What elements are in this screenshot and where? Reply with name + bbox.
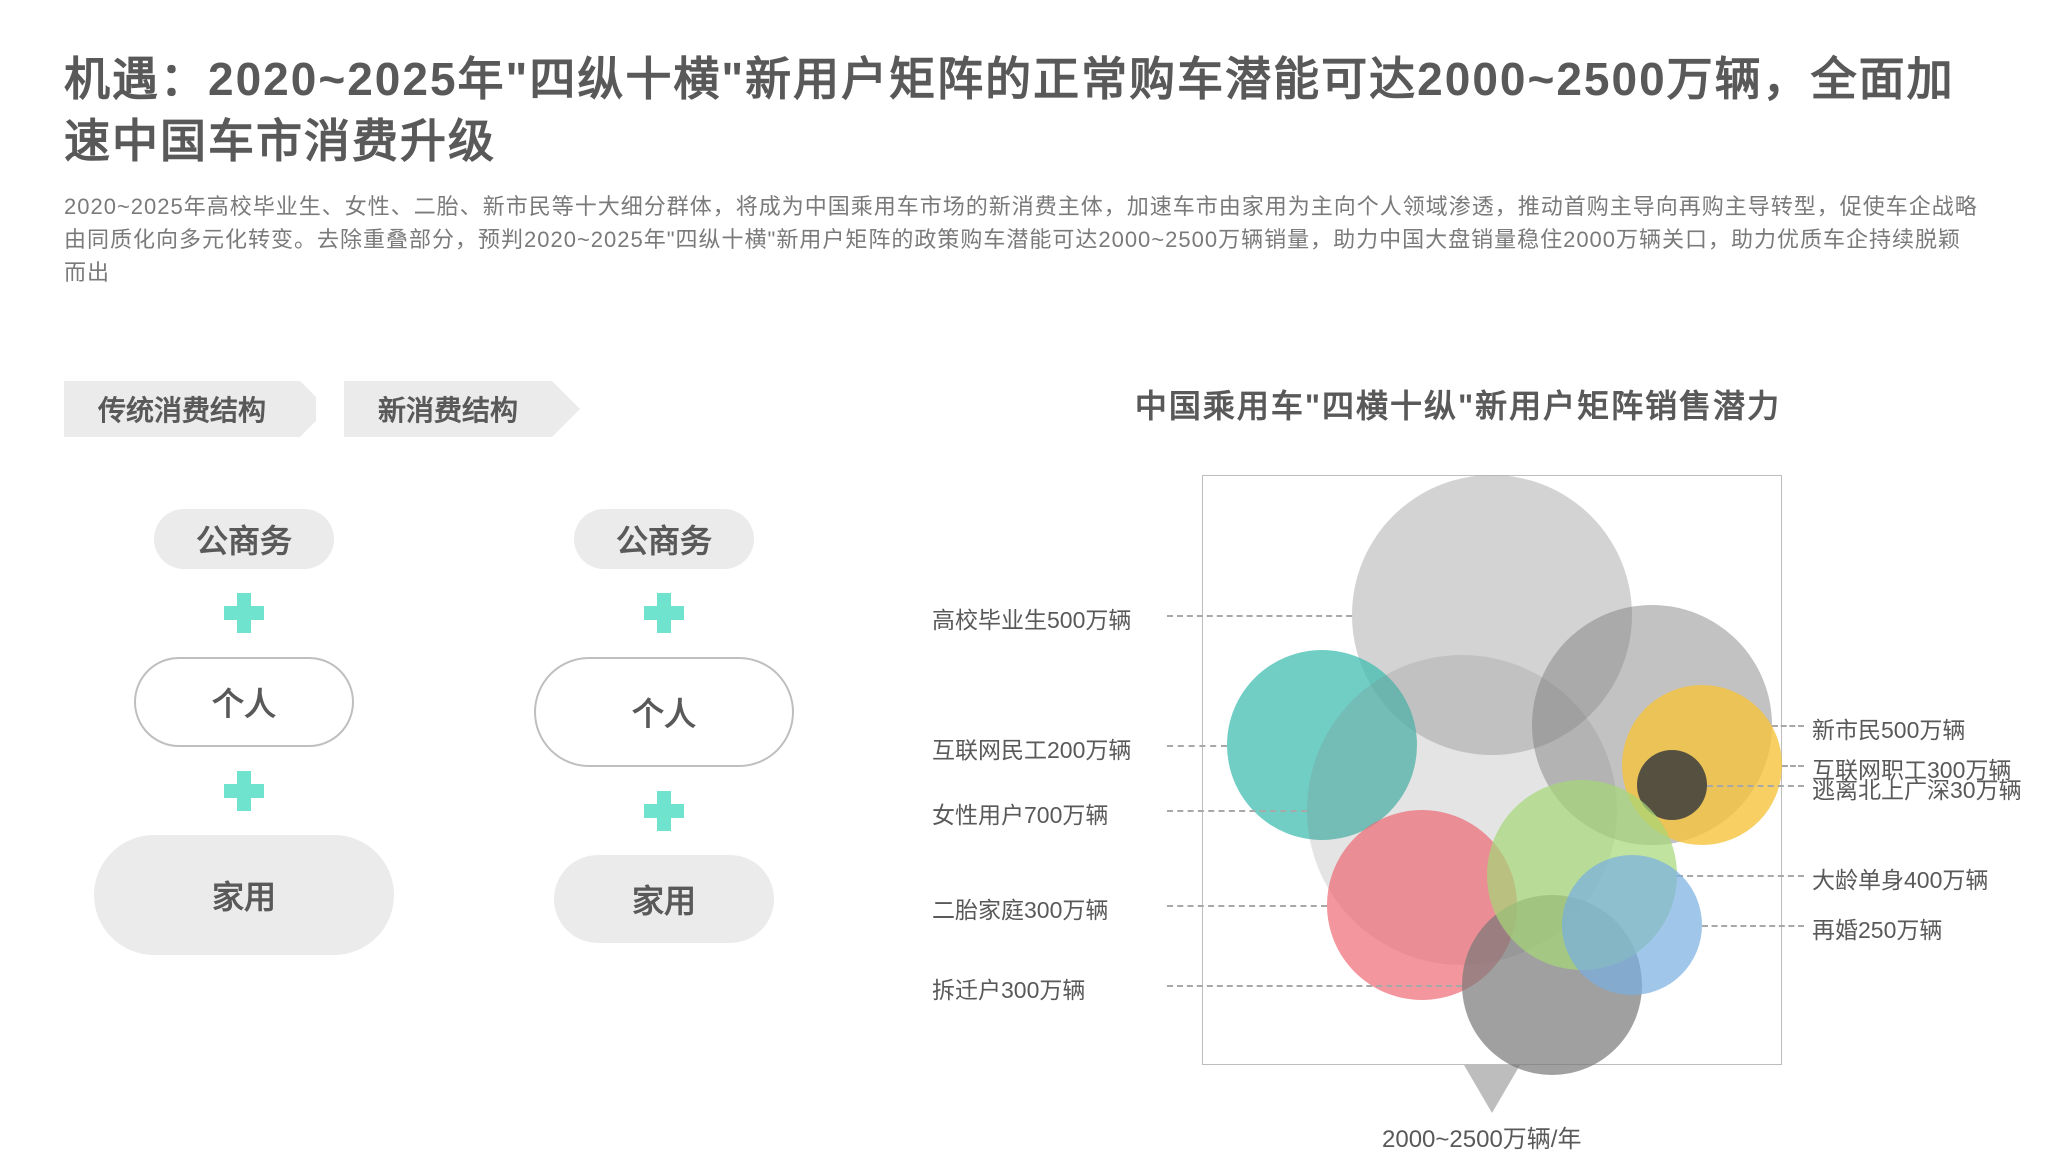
bubble-label-twokid: 二胎家庭300万辆: [932, 891, 1108, 925]
arrow-new-label: 新消费结构: [378, 389, 518, 429]
funnel-label: 2000~2500万辆/年: [1382, 1119, 1581, 1154]
pill-家用: 家用: [554, 855, 774, 943]
right-panel: 中国乘用车"四横十纵"新用户矩阵销售潜力 2000~2500万辆/年 高校毕业生5…: [932, 381, 1984, 1165]
arrow-traditional-label: 传统消费结构: [98, 389, 266, 429]
leader-itmig: [1167, 745, 1227, 747]
pill-个人: 个人: [534, 657, 794, 767]
content-row: 传统消费结构 新消费结构 公商务个人家用 公商务个人家用 中国乘用车"四横十纵"…: [64, 381, 1984, 1165]
page-subtitle: 2020~2025年高校毕业生、女性、二胎、新市民等十大细分群体，将成为中国乘用…: [64, 190, 1984, 289]
leader-remarr: [1702, 925, 1804, 927]
slide: 机遇：2020~2025年"四纵十横"新用户矩阵的正常购车潜能可达2000~25…: [0, 0, 2048, 1152]
leader-reloc: [1167, 985, 1462, 987]
bubble-label-escape: 逃离北上广深30万辆: [1812, 771, 2022, 805]
pill-个人: 个人: [134, 657, 354, 747]
plus-icon: [224, 593, 264, 633]
bubble-label-newcit: 新市民500万辆: [1812, 711, 1965, 745]
col-new: 公商务个人家用: [484, 509, 844, 955]
leader-newcit: [1772, 725, 1804, 727]
bubble-label-female: 女性用户700万辆: [932, 796, 1108, 830]
bubble-label-itmig: 互联网民工200万辆: [932, 731, 1131, 765]
plus-icon: [644, 791, 684, 831]
bubble-remarr: [1562, 855, 1702, 995]
pill-公商务: 公商务: [574, 509, 754, 569]
left-panel: 传统消费结构 新消费结构 公商务个人家用 公商务个人家用: [64, 381, 884, 1165]
bubble-label-reloc: 拆迁户300万辆: [932, 971, 1085, 1005]
bubble-label-remarr: 再婚250万辆: [1812, 911, 1942, 945]
arrow-traditional: 传统消费结构: [64, 381, 300, 437]
leader-female: [1167, 810, 1307, 812]
structure-columns: 公商务个人家用 公商务个人家用: [64, 509, 884, 955]
bubble-label-single: 大龄单身400万辆: [1812, 861, 1988, 895]
bubble-chart-title: 中国乘用车"四横十纵"新用户矩阵销售潜力: [932, 381, 1984, 427]
funnel-icon: [1464, 1065, 1520, 1113]
page-title: 机遇：2020~2025年"四纵十横"新用户矩阵的正常购车潜能可达2000~25…: [64, 48, 1984, 172]
leader-itwork: [1782, 765, 1804, 767]
plus-icon: [224, 771, 264, 811]
plus-icon: [644, 593, 684, 633]
pill-家用: 家用: [94, 835, 394, 955]
leader-grad: [1167, 615, 1352, 617]
bubble-chart: 2000~2500万辆/年 高校毕业生500万辆互联网民工200万辆女性用户700…: [932, 445, 1984, 1165]
col-traditional: 公商务个人家用: [64, 509, 424, 955]
arrow-header: 传统消费结构 新消费结构: [64, 381, 884, 437]
leader-single: [1677, 875, 1804, 877]
pill-公商务: 公商务: [154, 509, 334, 569]
bubble-label-grad: 高校毕业生500万辆: [932, 601, 1131, 635]
leader-escape: [1707, 785, 1804, 787]
arrow-new: 新消费结构: [344, 381, 552, 437]
leader-twokid: [1167, 905, 1327, 907]
